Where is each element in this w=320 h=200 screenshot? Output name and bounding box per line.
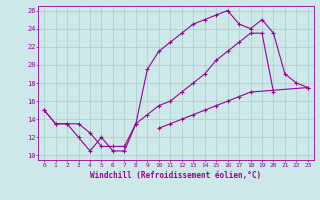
X-axis label: Windchill (Refroidissement éolien,°C): Windchill (Refroidissement éolien,°C) (91, 171, 261, 180)
